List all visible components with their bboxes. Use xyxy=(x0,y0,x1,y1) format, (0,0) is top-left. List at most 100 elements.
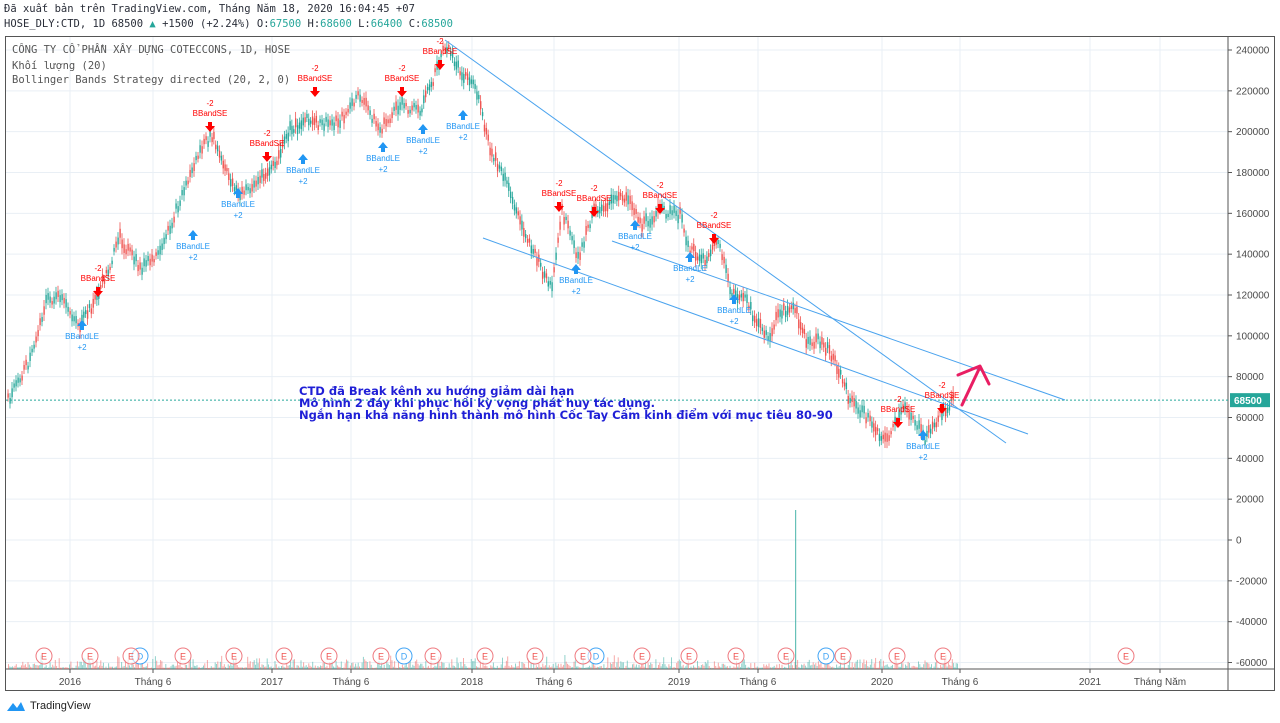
dividend-marker[interactable]: D xyxy=(817,647,835,665)
time-axis-label: Tháng 6 xyxy=(942,677,979,688)
earnings-marker[interactable]: E xyxy=(680,647,698,665)
svg-text:-2: -2 xyxy=(398,64,406,73)
svg-text:+2: +2 xyxy=(378,165,388,174)
price-axis-label: -60000 xyxy=(1236,658,1268,669)
earnings-marker[interactable]: E xyxy=(526,647,544,665)
long-signal[interactable]: BBandLE +2 xyxy=(717,294,751,326)
down-arrow-icon xyxy=(589,207,599,217)
svg-text:-2: -2 xyxy=(938,381,946,390)
down-arrow-icon xyxy=(397,87,407,97)
svg-text:E: E xyxy=(482,652,488,662)
earnings-marker[interactable]: E xyxy=(574,647,592,665)
svg-text:BBandSE: BBandSE xyxy=(881,405,916,414)
long-signal[interactable]: BBandLE +2 xyxy=(618,220,652,252)
long-signal[interactable]: BBandLE +2 xyxy=(446,110,480,142)
long-signal[interactable]: BBandLE +2 xyxy=(559,264,593,296)
open-value: 67500 xyxy=(269,18,302,30)
earnings-marker[interactable]: E xyxy=(372,647,390,665)
earnings-marker[interactable]: E xyxy=(888,647,906,665)
earnings-marker[interactable]: E xyxy=(81,647,99,665)
svg-text:+2: +2 xyxy=(630,243,640,252)
time-axis-label: Tháng Năm xyxy=(1134,677,1186,688)
target-arrow-icon[interactable] xyxy=(960,365,982,407)
down-arrow-icon xyxy=(554,202,564,212)
svg-text:-2: -2 xyxy=(94,264,102,273)
long-signal[interactable]: BBandLE +2 xyxy=(366,142,400,174)
price-axis-label: 180000 xyxy=(1236,168,1270,179)
svg-text:E: E xyxy=(940,652,946,662)
up-arrow-icon xyxy=(233,188,243,198)
long-signal[interactable]: BBandLE +2 xyxy=(906,430,940,462)
price-axis-label: 200000 xyxy=(1236,127,1270,138)
chart-frame[interactable] xyxy=(5,36,1275,691)
svg-text:E: E xyxy=(894,652,900,662)
svg-text:-2: -2 xyxy=(894,395,902,404)
earnings-marker[interactable]: E xyxy=(934,647,952,665)
trendline[interactable] xyxy=(611,240,1066,401)
svg-text:BBandLE: BBandLE xyxy=(65,332,99,341)
long-signal[interactable]: BBandLE +2 xyxy=(221,188,255,220)
svg-text:BBandLE: BBandLE xyxy=(286,166,320,175)
earnings-marker[interactable]: E xyxy=(35,647,53,665)
earnings-marker[interactable]: E xyxy=(1117,647,1135,665)
svg-text:E: E xyxy=(231,652,237,662)
svg-text:BBandSE: BBandSE xyxy=(577,194,612,203)
earnings-marker[interactable]: E xyxy=(476,647,494,665)
earnings-marker[interactable]: E xyxy=(777,647,795,665)
price-axis-label: -20000 xyxy=(1236,576,1268,587)
svg-text:-2: -2 xyxy=(206,99,214,108)
symbol-info: HOSE_DLY:CTD, 1D 68500 ▲ +1500 (+2.24%) … xyxy=(4,18,453,30)
svg-text:D: D xyxy=(137,652,144,662)
earnings-marker[interactable]: E xyxy=(320,647,338,665)
svg-text:-2: -2 xyxy=(590,184,598,193)
price-axis-label: 0 xyxy=(1236,536,1242,547)
svg-text:E: E xyxy=(686,652,692,662)
price-axis-label: 120000 xyxy=(1236,291,1270,302)
dividend-marker[interactable]: D xyxy=(395,647,413,665)
svg-text:E: E xyxy=(378,652,384,662)
long-signal[interactable]: BBandLE +2 xyxy=(673,252,707,284)
svg-text:+2: +2 xyxy=(188,253,198,262)
svg-text:E: E xyxy=(180,652,186,662)
svg-text:BBandLE: BBandLE xyxy=(446,122,480,131)
svg-text:-2: -2 xyxy=(710,211,718,220)
earnings-marker[interactable]: E xyxy=(275,647,293,665)
earnings-marker[interactable]: E xyxy=(174,647,192,665)
time-axis-label: Tháng 6 xyxy=(536,677,573,688)
long-signal[interactable]: BBandLE +2 xyxy=(406,124,440,156)
long-signal[interactable]: BBandLE +2 xyxy=(65,320,99,352)
down-arrow-icon xyxy=(709,234,719,244)
tradingview-logo[interactable]: TradingView xyxy=(6,700,91,712)
earnings-marker[interactable]: E xyxy=(225,647,243,665)
svg-text:E: E xyxy=(733,652,739,662)
earnings-marker[interactable]: E xyxy=(633,647,651,665)
high-value: 68600 xyxy=(320,18,352,30)
earnings-marker[interactable]: E xyxy=(834,647,852,665)
trendline[interactable] xyxy=(444,39,1007,444)
down-arrow-icon xyxy=(937,404,947,414)
earnings-marker[interactable]: E xyxy=(424,647,442,665)
earnings-marker[interactable]: E xyxy=(727,647,745,665)
down-arrow-icon xyxy=(655,204,665,214)
current-price-badge: 68500 xyxy=(1230,393,1270,408)
earnings-marker[interactable]: E xyxy=(122,647,140,665)
trendline[interactable] xyxy=(482,237,1029,435)
svg-text:-2: -2 xyxy=(263,129,271,138)
svg-text:E: E xyxy=(41,652,47,662)
publish-info: Đã xuất bản trên TradingView.com, Tháng … xyxy=(4,3,415,15)
long-signal[interactable]: BBandLE +2 xyxy=(176,230,210,262)
long-signal[interactable]: BBandLE +2 xyxy=(286,154,320,186)
